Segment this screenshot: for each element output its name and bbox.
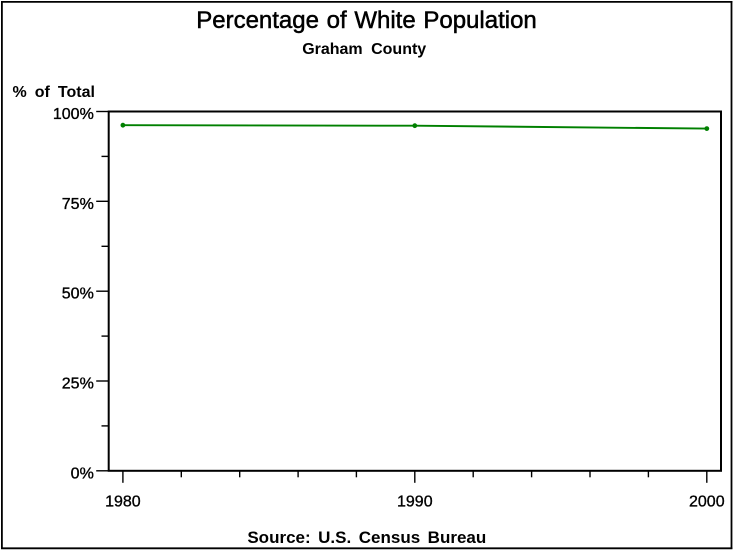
- svg-text:% of Total: % of Total: [13, 84, 95, 101]
- svg-text:Source: U.S. Census Bureau: Source: U.S. Census Bureau: [247, 528, 486, 547]
- svg-text:25%: 25%: [62, 376, 94, 393]
- svg-text:Percentage of White Population: Percentage of White Population: [196, 7, 537, 34]
- svg-text:1980: 1980: [105, 494, 141, 511]
- svg-text:2000: 2000: [689, 494, 725, 511]
- svg-text:0%: 0%: [71, 465, 94, 482]
- svg-text:1990: 1990: [397, 494, 433, 511]
- svg-text:75%: 75%: [62, 196, 94, 213]
- svg-text:50%: 50%: [62, 286, 94, 303]
- svg-text:Graham County: Graham County: [302, 41, 426, 58]
- svg-text:100%: 100%: [53, 106, 94, 123]
